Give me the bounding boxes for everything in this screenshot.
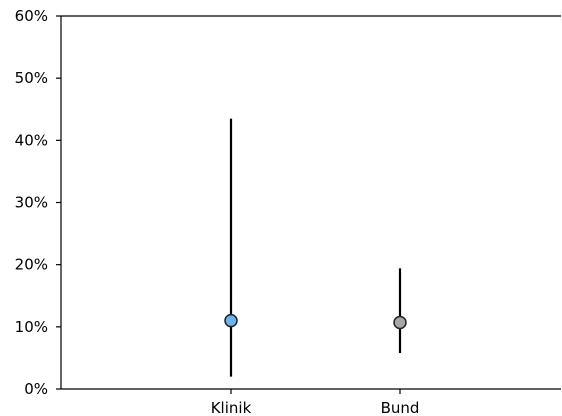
y-tick-label: 40% [15,131,48,149]
x-axis: Klinik Bund [61,388,561,416]
x-tick-label: Bund [381,399,420,416]
y-tick-label: 50% [15,69,48,87]
y-axis: 0% 10% 20% 30% 40% 50% 60% [15,7,561,398]
y-tick-label: 10% [15,318,48,336]
y-tick-label: 0% [24,380,48,398]
data-point-bund [393,315,407,330]
y-tick-label: 30% [15,194,48,212]
x-tick-label: Klinik [211,399,252,416]
plot-marks [224,118,407,377]
data-point-klinik [224,313,238,328]
y-tick-label: 20% [15,256,48,274]
y-tick-label: 60% [15,7,48,25]
